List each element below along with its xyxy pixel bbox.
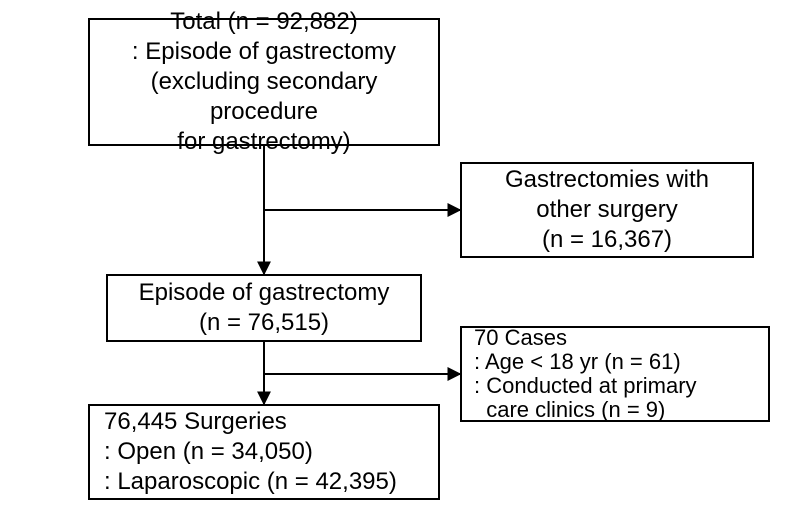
node-total-line4: for gastrectomy) bbox=[104, 127, 424, 157]
node-exclusion-cases: 70 Cases : Age < 18 yr (n = 61) : Conduc… bbox=[460, 326, 770, 422]
node-total-line2: : Episode of gastrectomy bbox=[104, 37, 424, 67]
node-final-line3: : Laparoscopic (n = 42,395) bbox=[104, 467, 424, 497]
node-total: Total (n = 92,882) : Episode of gastrect… bbox=[88, 18, 440, 146]
node-final-line1: 76,445 Surgeries bbox=[104, 407, 424, 437]
node-excl2-line1: 70 Cases bbox=[474, 326, 756, 350]
node-episode-line2: (n = 76,515) bbox=[122, 308, 406, 338]
node-excl2-line4: care clinics (n = 9) bbox=[474, 398, 756, 422]
node-episode: Episode of gastrectomy (n = 76,515) bbox=[106, 274, 422, 342]
flowchart-canvas: Total (n = 92,882) : Episode of gastrect… bbox=[0, 0, 785, 518]
node-total-line1: Total (n = 92,882) bbox=[104, 7, 424, 37]
node-episode-line1: Episode of gastrectomy bbox=[122, 278, 406, 308]
node-exclusion-other-surgery: Gastrectomies with other surgery (n = 16… bbox=[460, 162, 754, 258]
node-excl2-line2: : Age < 18 yr (n = 61) bbox=[474, 350, 756, 374]
node-excl1-line1: Gastrectomies with bbox=[476, 165, 738, 195]
node-excl1-line2: other surgery bbox=[476, 195, 738, 225]
node-total-line3: (excluding secondary procedure bbox=[104, 67, 424, 127]
node-excl2-line3: : Conducted at primary bbox=[474, 374, 756, 398]
node-excl1-line3: (n = 16,367) bbox=[476, 225, 738, 255]
node-final: 76,445 Surgeries : Open (n = 34,050) : L… bbox=[88, 404, 440, 500]
node-final-line2: : Open (n = 34,050) bbox=[104, 437, 424, 467]
